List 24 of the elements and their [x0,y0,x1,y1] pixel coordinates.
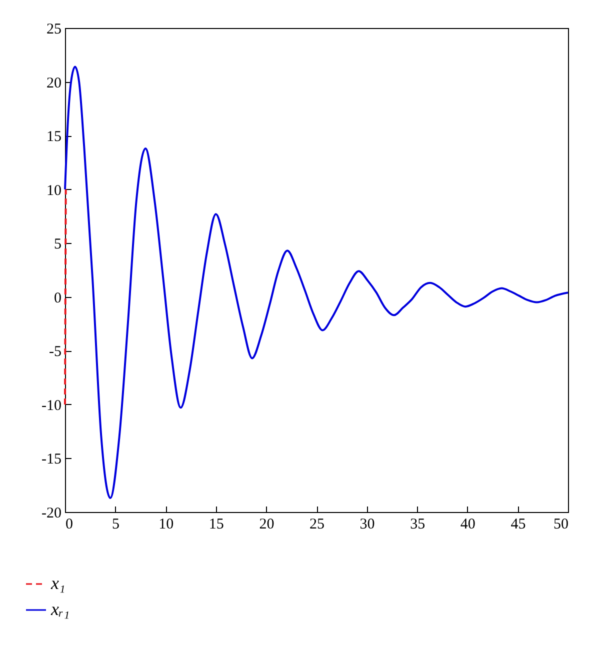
y-tick-label: 20 [46,75,62,92]
x-tick-label: 10 [158,516,174,532]
x-tick-label: 25 [310,516,324,532]
line-series [64,66,569,500]
x-tick-label: 35 [410,516,426,532]
y-tick-label: -10 [42,398,62,414]
x-tick-label: 0 [66,516,73,532]
y-tick-label: -15 [42,452,62,468]
y-tick-label: 0 [54,290,62,306]
y-tick-label: 15 [46,129,62,146]
x-tick-label: 30 [360,516,375,532]
x-tick-label: 50 [554,516,568,532]
x-tick-label: 15 [208,516,224,532]
y-tick-label: 10 [46,182,62,199]
y-tick-label: -20 [42,506,62,522]
x-tick-label: 20 [259,516,274,532]
x-tick-label: 45 [510,516,526,532]
y-tick-label: 5 [54,236,62,253]
y-tick-label: -5 [49,344,62,360]
x-tick-label: 5 [112,516,120,532]
x-tick-label: 40 [460,516,476,532]
legend-label: x₁ [50,573,66,593]
legend-label: xᵣ₁ [50,599,70,619]
y-tick-label: 25 [46,22,62,38]
